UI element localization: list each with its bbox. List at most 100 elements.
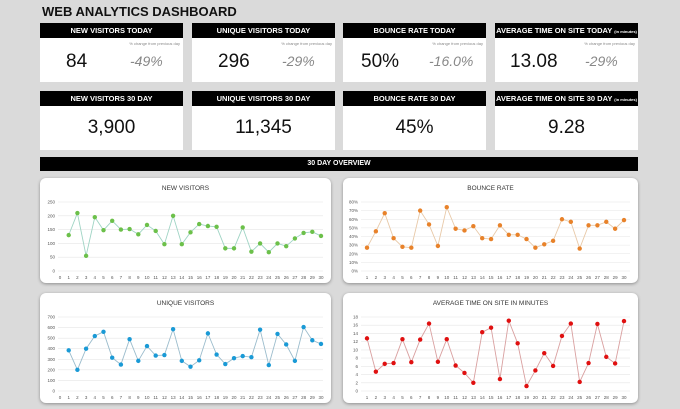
bounce-rate-30day-card: BOUNCE RATE 30 DAY 45% bbox=[343, 91, 486, 150]
x-tick-label: 10 bbox=[444, 275, 450, 280]
x-tick-label: 14 bbox=[480, 275, 486, 280]
y-tick-label: 700 bbox=[47, 315, 55, 320]
x-tick-label: 7 bbox=[419, 395, 422, 400]
x-tick-label: 17 bbox=[506, 395, 512, 400]
x-tick-label: 7 bbox=[120, 275, 123, 280]
data-point bbox=[480, 236, 485, 241]
new-visitors-30day-card: NEW VISITORS 30 DAY 3,900 bbox=[40, 91, 183, 150]
data-point bbox=[310, 229, 315, 235]
data-point bbox=[110, 218, 115, 223]
data-point bbox=[382, 211, 387, 216]
data-point bbox=[127, 226, 132, 232]
new-visitors-today-card: NEW VISITORS TODAY % change from previou… bbox=[40, 23, 183, 82]
x-tick-label: 23 bbox=[559, 275, 565, 280]
x-tick-label: 27 bbox=[595, 395, 601, 400]
data-point bbox=[249, 249, 254, 254]
x-tick-label: 2 bbox=[76, 275, 79, 280]
avg-time-chart-svg: AVERAGE TIME ON SITE IN MINUTES024681012… bbox=[353, 300, 630, 400]
data-point bbox=[400, 337, 405, 342]
x-tick-label: 16 bbox=[197, 395, 203, 400]
data-point bbox=[462, 228, 467, 233]
y-tick-label: 20% bbox=[349, 251, 358, 256]
data-point bbox=[559, 217, 565, 222]
data-point bbox=[471, 380, 476, 385]
data-point bbox=[101, 329, 106, 334]
x-tick-label: 3 bbox=[383, 275, 386, 280]
data-point bbox=[373, 369, 379, 374]
x-tick-label: 1 bbox=[67, 395, 70, 400]
chart-title: UNIQUE VISITORS bbox=[157, 300, 215, 307]
data-point bbox=[318, 341, 324, 347]
x-tick-label: 9 bbox=[137, 275, 140, 280]
data-point bbox=[214, 224, 219, 230]
data-point bbox=[197, 221, 202, 227]
x-tick-label: 28 bbox=[301, 395, 307, 400]
x-tick-label: 21 bbox=[240, 275, 246, 280]
data-point bbox=[488, 325, 494, 330]
x-tick-label: 5 bbox=[401, 395, 404, 400]
data-point bbox=[301, 324, 306, 330]
data-point bbox=[136, 358, 141, 364]
y-tick-label: 0 bbox=[355, 389, 358, 394]
data-point bbox=[136, 232, 141, 237]
card-value: 11,345 bbox=[235, 117, 292, 138]
x-tick-label: 26 bbox=[586, 275, 592, 280]
card-header-suffix: (in minutes) bbox=[614, 97, 637, 102]
x-tick-label: 30 bbox=[318, 275, 324, 280]
x-tick-label: 5 bbox=[102, 275, 105, 280]
data-point bbox=[604, 354, 609, 360]
data-point bbox=[162, 352, 167, 358]
data-point bbox=[515, 232, 520, 237]
x-tick-label: 26 bbox=[284, 395, 290, 400]
data-point bbox=[249, 354, 254, 360]
y-tick-label: 30% bbox=[349, 243, 358, 248]
x-tick-label: 13 bbox=[171, 275, 177, 280]
x-tick-label: 27 bbox=[595, 275, 601, 280]
change-note: % change from previous day bbox=[584, 41, 635, 46]
data-point bbox=[292, 358, 298, 364]
data-point bbox=[373, 229, 379, 234]
data-point bbox=[515, 341, 520, 346]
data-point bbox=[612, 361, 618, 366]
data-point bbox=[275, 241, 280, 246]
data-point bbox=[533, 245, 538, 250]
y-tick-label: 500 bbox=[47, 336, 55, 341]
data-point bbox=[240, 353, 245, 359]
data-point bbox=[382, 361, 387, 367]
x-tick-label: 2 bbox=[375, 395, 378, 400]
x-tick-label: 17 bbox=[506, 275, 512, 280]
x-tick-label: 27 bbox=[292, 395, 298, 400]
y-tick-label: 14 bbox=[353, 331, 359, 336]
series-line bbox=[366, 318, 625, 388]
data-point bbox=[197, 358, 202, 363]
data-point bbox=[462, 370, 467, 376]
data-point bbox=[524, 236, 529, 242]
card-header: UNIQUE VISITORS TODAY bbox=[192, 23, 335, 38]
x-tick-label: 22 bbox=[551, 275, 557, 280]
data-point bbox=[118, 362, 124, 367]
data-point bbox=[453, 226, 458, 231]
data-point bbox=[144, 222, 150, 228]
data-point bbox=[266, 362, 271, 368]
x-tick-label: 29 bbox=[310, 275, 316, 280]
x-tick-label: 28 bbox=[604, 275, 610, 280]
x-tick-label: 12 bbox=[162, 275, 168, 280]
data-point bbox=[110, 355, 115, 360]
x-tick-label: 21 bbox=[542, 395, 548, 400]
x-tick-label: 22 bbox=[249, 275, 255, 280]
x-tick-label: 4 bbox=[392, 395, 395, 400]
y-tick-label: 100 bbox=[47, 378, 55, 383]
y-tick-label: 0 bbox=[52, 269, 55, 274]
x-tick-label: 25 bbox=[577, 275, 583, 280]
y-tick-label: 150 bbox=[47, 227, 55, 232]
x-tick-label: 13 bbox=[471, 275, 477, 280]
bounce-rate-today-card: BOUNCE RATE TODAY % change from previous… bbox=[343, 23, 486, 82]
unique-visitors-30day-card: UNIQUE VISITORS 30 DAY 11,345 bbox=[192, 91, 335, 150]
x-tick-label: 19 bbox=[223, 275, 229, 280]
data-point bbox=[533, 368, 538, 373]
x-tick-label: 30 bbox=[621, 275, 627, 280]
data-point bbox=[444, 204, 449, 210]
data-point bbox=[75, 367, 80, 373]
x-tick-label: 16 bbox=[197, 275, 203, 280]
x-tick-label: 19 bbox=[524, 275, 530, 280]
